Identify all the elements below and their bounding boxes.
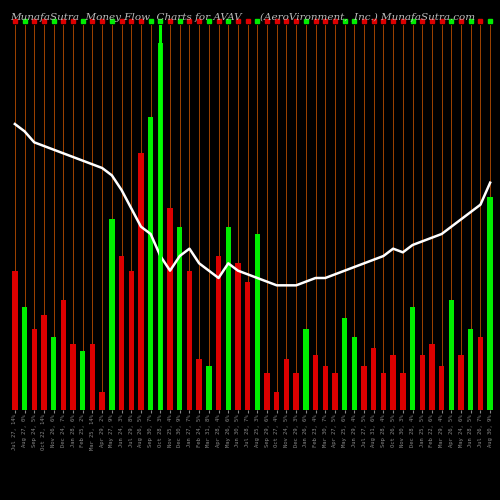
Bar <box>439 366 444 410</box>
Bar <box>362 366 366 410</box>
Bar <box>158 44 163 410</box>
Bar <box>420 355 425 410</box>
Bar <box>381 374 386 410</box>
Bar <box>119 256 124 410</box>
Bar <box>42 314 46 410</box>
Bar <box>274 392 280 410</box>
Bar <box>458 355 464 410</box>
Bar <box>90 344 95 410</box>
Bar <box>148 116 154 410</box>
Bar <box>245 282 250 410</box>
Bar <box>400 374 406 410</box>
Bar <box>100 392 105 410</box>
Bar <box>322 366 328 410</box>
Text: (AeroVironment,  Inc.) MunafaSutra.com: (AeroVironment, Inc.) MunafaSutra.com <box>260 13 475 22</box>
Bar <box>430 344 434 410</box>
Bar <box>478 336 483 410</box>
Bar <box>342 318 347 410</box>
Bar <box>303 330 308 410</box>
Bar <box>196 358 202 410</box>
Bar <box>51 336 57 410</box>
Bar <box>12 270 18 410</box>
Bar <box>468 330 473 410</box>
Bar <box>32 330 37 410</box>
Bar <box>352 336 357 410</box>
Bar <box>22 308 27 410</box>
Bar <box>284 358 289 410</box>
Bar <box>177 226 182 410</box>
Bar <box>313 355 318 410</box>
Bar <box>168 208 172 410</box>
Bar <box>128 270 134 410</box>
Bar <box>448 300 454 410</box>
Bar <box>236 264 240 410</box>
Bar <box>80 352 86 410</box>
Bar <box>138 154 143 410</box>
Bar <box>488 198 493 410</box>
Bar <box>264 374 270 410</box>
Bar <box>109 220 114 410</box>
Bar <box>206 366 212 410</box>
Bar <box>60 300 66 410</box>
Bar <box>410 308 415 410</box>
Text: MunafaSutra  Money Flow  Charts for AVAV: MunafaSutra Money Flow Charts for AVAV <box>10 13 241 22</box>
Bar <box>390 355 396 410</box>
Bar <box>294 374 299 410</box>
Bar <box>70 344 76 410</box>
Bar <box>187 270 192 410</box>
Bar <box>371 348 376 410</box>
Bar <box>254 234 260 410</box>
Bar <box>216 256 221 410</box>
Bar <box>226 226 231 410</box>
Bar <box>332 374 338 410</box>
